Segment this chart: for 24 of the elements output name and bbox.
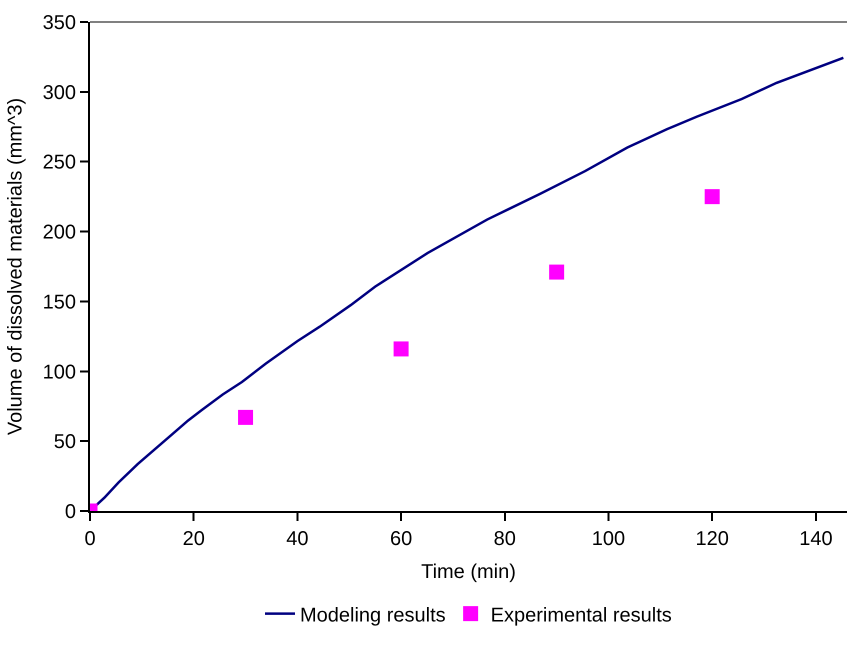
y-tick-label: 200 xyxy=(42,222,76,244)
x-axis-title: Time (min) xyxy=(421,561,516,583)
x-tick-label: 0 xyxy=(84,528,96,550)
x-tick-label: 40 xyxy=(286,528,309,550)
point xyxy=(238,410,254,425)
y-tick-label: 100 xyxy=(42,361,76,384)
x-tick-label: 100 xyxy=(592,528,626,550)
y-tick-label: 150 xyxy=(42,291,76,314)
y-tick-label: 0 xyxy=(64,501,76,523)
y-tick-label: 300 xyxy=(42,82,76,104)
y-axis-title: Volume of dissolved materials (mm^3) xyxy=(4,98,27,436)
y-tick-label: 250 xyxy=(42,152,76,174)
legend-label: Modeling results xyxy=(300,604,446,626)
point xyxy=(394,341,409,356)
x-tick-label: 60 xyxy=(390,528,412,550)
x-tick-label: 140 xyxy=(799,528,833,550)
legend-label: Experimental results xyxy=(490,604,672,626)
x-tick-label: 20 xyxy=(182,528,205,550)
x-tick-label: 80 xyxy=(494,528,516,550)
point xyxy=(704,189,720,204)
y-tick-label: 350 xyxy=(42,12,76,34)
y-tick-label: 50 xyxy=(54,431,76,454)
x-tick-label: 120 xyxy=(696,528,729,550)
point xyxy=(549,264,564,280)
